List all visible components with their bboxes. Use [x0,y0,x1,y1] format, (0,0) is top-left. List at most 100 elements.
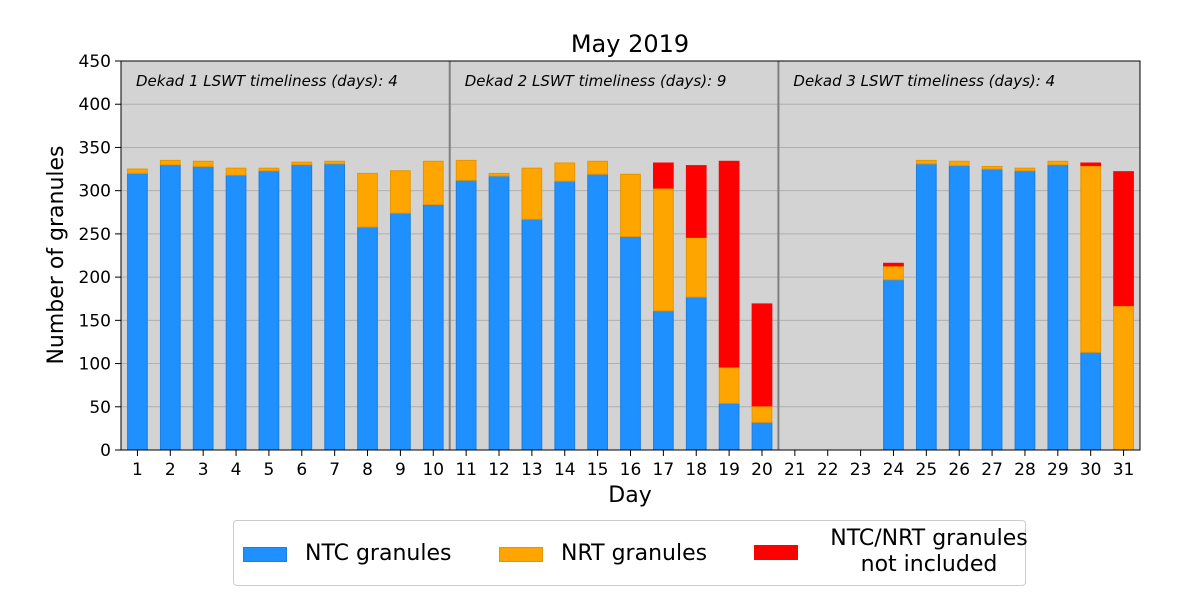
x-tick-label: 19 [718,460,740,480]
bar-ntc-day-17 [653,310,674,451]
x-tick-label: 7 [329,460,340,480]
x-tick-label: 25 [916,460,938,480]
bar-ntc-day-15 [587,173,608,451]
bar-excluded-day-19 [718,160,740,368]
bar-nrt-day-16 [620,173,641,237]
bar-ntc-day-2 [159,164,181,451]
x-tick-label: 31 [1113,460,1135,480]
y-tick-label: 100 [79,355,111,375]
bar-ntc-day-29 [1047,164,1069,451]
bar-nrt-day-17 [653,187,674,312]
bar-excluded-day-31 [1113,171,1134,307]
bar-nrt-day-5 [258,167,280,172]
bar-ntc-day-18 [685,296,707,451]
x-tick-label: 26 [948,460,970,480]
bar-ntc-day-3 [192,165,214,451]
bar-ntc-day-7 [324,163,346,451]
bar-excluded-day-30 [1080,162,1102,167]
y-axis-label: Number of granules [44,145,69,364]
bar-excluded-day-20 [751,303,773,407]
dekad-annotations: Dekad 1 LSWT timeliness (days): 4 Dekad 2… [136,72,1055,90]
bar-nrt-day-24 [883,265,904,281]
legend-swatch-ntc [243,546,287,562]
dekad-dividers [448,61,780,450]
y-tick-label: 0 [100,441,111,461]
x-tick-label: 17 [653,460,675,480]
bar-ntc-day-16 [620,235,641,451]
x-tick-label: 29 [1047,460,1069,480]
bar-nrt-day-4 [225,167,247,176]
bar-ntc-day-28 [1014,170,1036,451]
x-tick-label: 30 [1080,460,1102,480]
legend-label-excluded-line1: NTC/NRT granules [830,526,1028,551]
legend-label-ntc: NTC granules [305,541,452,566]
bar-nrt-day-18 [685,236,707,298]
y-tick-label: 450 [79,52,111,72]
bar-nrt-day-25 [915,159,937,165]
x-tick-label: 21 [784,460,806,480]
bar-ntc-day-10 [422,203,444,451]
bars-group [127,159,1134,451]
y-tick-label: 50 [89,398,111,418]
x-tick-label: 12 [488,460,510,480]
bar-ntc-day-8 [357,226,378,451]
x-tick-label: 27 [981,460,1003,480]
dekad-annotation-1: Dekad 1 LSWT timeliness (days): 4 [136,72,398,90]
legend-swatch-excluded [754,544,798,560]
bar-ntc-day-5 [258,170,280,451]
bar-nrt-day-29 [1047,160,1069,166]
y-tick-label: 400 [79,95,111,115]
x-axis: 1 2 3 4 5 6 7 8 9 10 11 12 13 14 15 16 17 18 19 20 21 22 23 24 2… [132,450,1134,480]
x-tick-label: 15 [587,460,609,480]
x-tick-label: 9 [395,460,406,480]
x-axis-label: Day [608,483,651,508]
bar-nrt-day-15 [587,160,608,175]
x-tick-label: 5 [264,460,275,480]
x-tick-label: 1 [132,460,143,480]
legend-item-ntc: NTC granules [243,541,451,567]
x-tick-label: 11 [455,460,477,480]
x-tick-label: 14 [554,460,576,480]
dekad-annotation-2: Dekad 2 LSWT timeliness (days): 9 [465,72,727,90]
y-axis: 0 50 100 150 200 250 300 350 400 450 [79,52,121,461]
x-tick-label: 2 [165,460,176,480]
bar-ntc-day-4 [225,174,247,451]
legend-item-excluded: NTC/NRT granules not included [754,526,1044,578]
x-tick-label: 13 [521,460,543,480]
bar-nrt-day-7 [324,160,346,165]
bar-excluded-day-17 [653,162,674,189]
bar-ntc-day-26 [948,165,970,451]
x-tick-label: 20 [751,460,773,480]
bar-nrt-day-26 [948,160,970,167]
bar-ntc-day-20 [751,421,773,451]
bar-nrt-day-30 [1080,165,1102,353]
chart-title: May 2019 [571,30,689,58]
bar-nrt-day-14 [554,162,576,182]
bar-ntc-day-25 [915,163,937,451]
y-tick-label: 150 [79,311,111,331]
bar-excluded-day-18 [685,165,707,238]
legend-swatch-nrt [499,546,543,562]
bar-ntc-day-11 [455,179,477,451]
x-tick-label: 24 [883,460,905,480]
bar-ntc-day-30 [1080,351,1102,451]
bar-ntc-day-19 [718,402,740,451]
y-tick-label: 300 [79,182,111,202]
bar-ntc-day-12 [488,175,510,451]
bar-nrt-day-8 [357,172,378,228]
chart-legend: NTC granules NRT granules NTC/NRT granul… [233,520,1028,586]
legend-label-nrt: NRT granules [561,541,708,566]
y-tick-label: 250 [79,225,111,245]
bar-nrt-day-3 [192,160,214,167]
x-tick-label: 4 [231,460,242,480]
bar-ntc-day-24 [883,279,904,451]
bar-nrt-day-27 [981,165,1003,170]
bar-ntc-day-14 [554,180,576,451]
bar-nrt-day-31 [1113,305,1134,451]
bar-nrt-day-2 [159,159,181,166]
bar-nrt-day-1 [127,168,148,174]
bar-nrt-day-10 [422,160,444,205]
x-tick-label: 18 [685,460,707,480]
dekad-annotation-3: Dekad 3 LSWT timeliness (days): 4 [793,72,1055,90]
